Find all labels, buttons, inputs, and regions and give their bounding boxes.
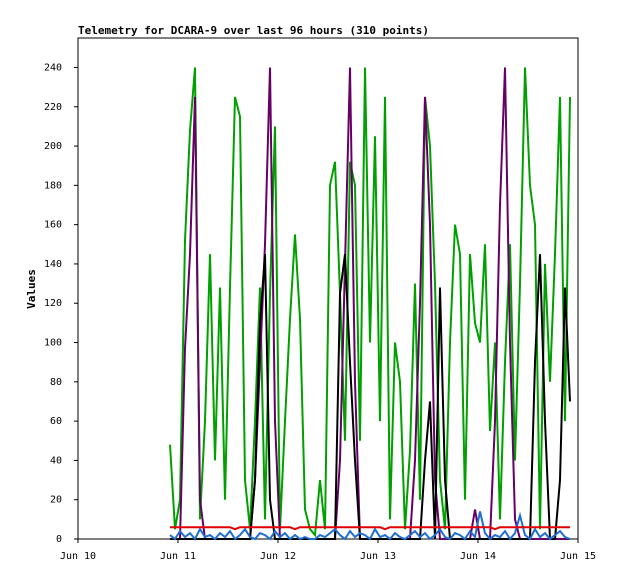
y-tick-label: 80 [50,377,62,388]
y-tick-label: 40 [50,455,62,466]
x-tick-label: Jun 10 [60,551,96,562]
y-tick-label: 240 [44,62,62,73]
x-tick-label: Jun 15 [560,551,596,562]
x-tick-label: Jun 14 [460,551,496,562]
y-tick-label: 0 [56,534,62,545]
series-line [169,511,571,541]
y-tick-label: 200 [44,141,62,152]
y-tick-label: 20 [50,495,62,506]
x-tick-label: Jun 13 [360,551,396,562]
y-tick-label: 140 [44,259,62,270]
y-axis-label: Values [25,269,38,309]
series-line [170,526,570,531]
y-tick-label: 220 [44,102,62,113]
x-tick-label: Jun 12 [260,551,296,562]
y-tick-label: 60 [50,416,62,427]
y-tick-label: 120 [44,298,62,309]
series-line [169,67,571,538]
chart-title: Telemetry for DCARA-9 over last 96 hours… [78,24,429,37]
y-tick-label: 160 [44,220,62,231]
y-tick-label: 100 [44,338,62,349]
x-tick-label: Jun 11 [160,551,196,562]
y-tick-label: 180 [44,180,62,191]
